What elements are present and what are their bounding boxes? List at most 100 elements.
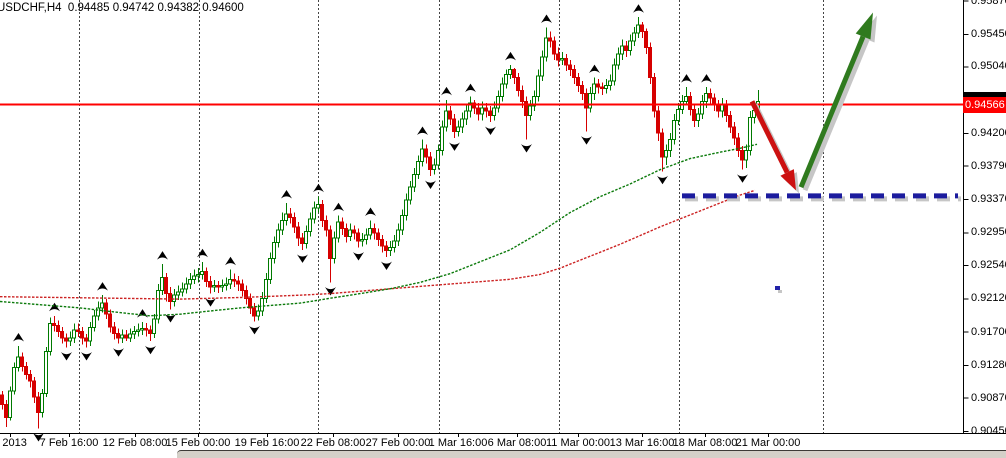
fractal-down-icon [381,261,392,271]
candle-body [360,239,364,242]
candle-body [636,24,640,34]
candle-body [56,324,60,333]
fractal-up-icon [589,64,600,74]
candle-body [52,323,56,326]
current-price-label-cap [963,92,1006,97]
candle-body [600,86,604,90]
fractal-down-icon [657,175,668,185]
candle-body [96,307,100,317]
candle-body [268,258,272,280]
candle-body [256,310,260,317]
fractal-down-icon [81,352,92,361]
fractal-down-icon [297,254,308,263]
candle-body [592,83,596,94]
candle-body [220,285,224,288]
fractal-down-icon [61,352,72,361]
candle-body [84,337,88,342]
candle-body [532,96,536,107]
candle-body [704,92,708,102]
candle-body [512,69,516,79]
candle-body [432,164,436,171]
candle-body [668,139,672,152]
candle-body [452,118,456,133]
candle-body [20,356,24,368]
candle-body [68,337,72,342]
fractal-up-icon [97,282,108,291]
candle-body [332,237,336,260]
axis-frame [0,0,1006,437]
candle-body [40,393,44,414]
candle-body [396,229,400,242]
fractal-up-icon [197,248,208,258]
time-axis-label: 22 Feb 08:00 [300,437,366,449]
fractal-up-icon [313,183,324,193]
trend-up-arrow[interactable] [798,12,873,189]
candle-body [252,307,256,317]
candle-body [588,92,592,109]
candle-body [304,231,308,245]
candle-body [612,64,616,82]
candle-body [436,150,440,166]
candle-body [492,107,496,117]
fractal-up-icon [505,51,516,61]
candle-body [696,113,700,121]
green-arrow-shadow [802,15,877,192]
candle-body [656,110,660,134]
fractal-down-icon [485,126,496,136]
candle-body [688,96,692,110]
candle-body [744,150,748,161]
candle-body [440,126,444,152]
candle-body [520,89,524,102]
candle-body [412,173,416,188]
candle-body [88,327,92,342]
candle-body [692,108,696,121]
candle-body [500,83,504,98]
candle-body [616,53,620,66]
candle-body [576,77,580,87]
candle-body [208,281,212,288]
candle-body [204,270,208,283]
candle-body [664,150,668,158]
trend-down-arrow[interactable] [749,100,796,191]
candle-body [652,77,656,112]
candle-body [36,396,40,414]
candle-body [124,334,128,339]
candle-body [156,289,160,320]
fractal-up-icon [417,126,428,136]
candle-body [456,126,460,133]
candle-body [644,31,648,48]
candle-body [604,85,608,90]
time-axis-label: 13 Mar 16:00 [609,437,675,449]
candle-body [476,107,480,115]
candle-body [700,100,704,115]
candle-body [200,270,204,276]
candle-body [368,227,372,236]
candle-body [528,105,532,117]
candle-body [684,96,688,102]
candle-body [244,289,248,299]
candle-body [344,227,348,237]
candle-body [144,328,148,331]
price-axis-label: 0.90450 [971,425,1006,437]
fractal-down-icon [737,174,748,183]
candle-body [184,283,188,290]
candle-body [484,107,488,112]
candle-body [388,247,392,252]
fractal-down-icon [581,136,592,145]
candle-body [392,240,396,249]
candles-layer [0,17,760,429]
ma-red-line [0,189,756,300]
candle-body [112,326,116,334]
candle-body [176,291,180,296]
fractal-down-icon [353,252,364,261]
candle-body [92,315,96,329]
candle-body [224,283,228,287]
candle-body [580,85,584,94]
candle-body [620,45,624,55]
